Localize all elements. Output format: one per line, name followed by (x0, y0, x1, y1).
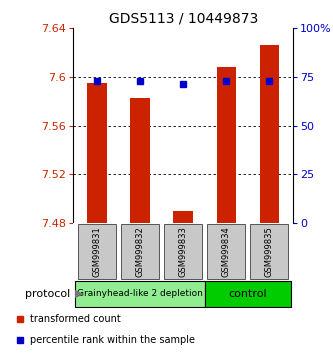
Bar (130, 98, 150, 223)
FancyBboxPatch shape (75, 281, 205, 307)
Text: GSM999834: GSM999834 (222, 226, 231, 277)
Text: protocol: protocol (25, 289, 70, 299)
Bar (173, 211, 193, 223)
Text: GSM999831: GSM999831 (93, 226, 102, 277)
Text: control: control (228, 289, 267, 299)
Text: percentile rank within the sample: percentile rank within the sample (30, 335, 195, 345)
Text: GSM999835: GSM999835 (265, 226, 274, 277)
Text: Grainyhead-like 2 depletion: Grainyhead-like 2 depletion (77, 289, 203, 298)
FancyBboxPatch shape (207, 224, 245, 279)
FancyBboxPatch shape (164, 224, 202, 279)
Text: GSM999832: GSM999832 (136, 226, 145, 277)
FancyBboxPatch shape (250, 224, 288, 279)
Bar (87, 83, 107, 223)
Text: transformed count: transformed count (30, 314, 121, 324)
FancyBboxPatch shape (121, 224, 159, 279)
Title: GDS5113 / 10449873: GDS5113 / 10449873 (109, 12, 258, 26)
Bar (260, 45, 279, 223)
FancyBboxPatch shape (78, 224, 116, 279)
Text: GSM999833: GSM999833 (178, 226, 188, 277)
Bar (216, 67, 236, 223)
Text: ▶: ▶ (75, 289, 84, 299)
FancyBboxPatch shape (205, 281, 291, 307)
